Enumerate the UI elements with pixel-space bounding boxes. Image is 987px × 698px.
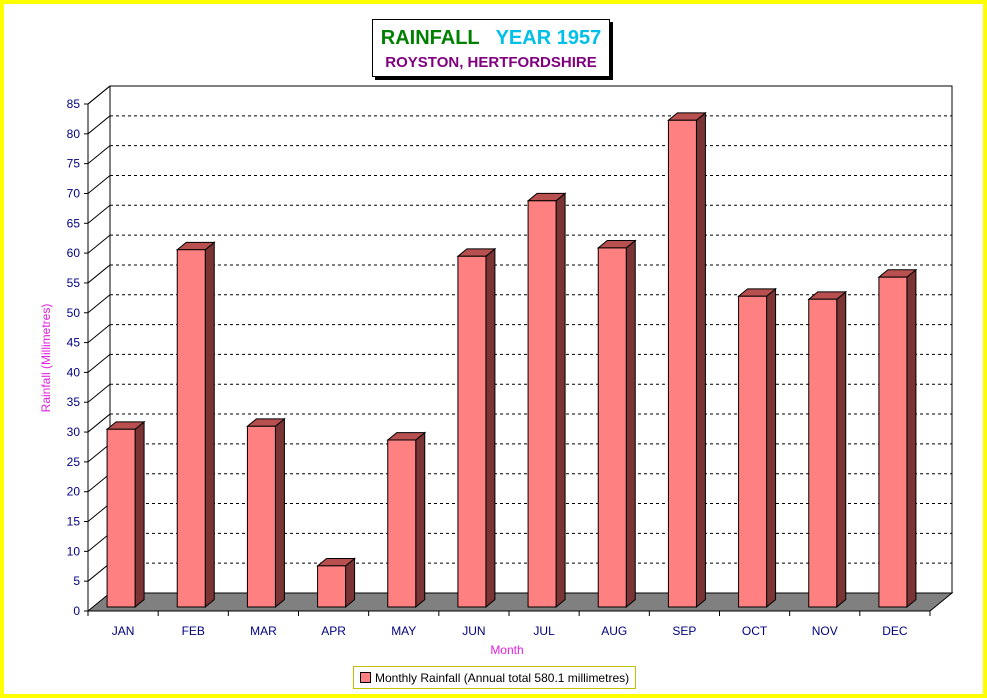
grid-diagonal	[87, 562, 111, 582]
grid-diagonal	[87, 175, 111, 194]
grid-diagonal	[87, 234, 111, 254]
x-tick-label: NOV	[812, 624, 838, 638]
bar-side	[134, 420, 145, 609]
y-tick-label: 85	[67, 97, 81, 111]
y-tick-label: 55	[67, 276, 81, 290]
y-tick-label: 0	[73, 604, 80, 618]
y-tick-label: 15	[67, 515, 81, 529]
bar	[597, 247, 627, 608]
bar-side	[415, 431, 426, 609]
bar-side	[345, 557, 356, 609]
bar-side	[836, 290, 847, 609]
grid-diagonal	[87, 324, 111, 343]
bar	[808, 298, 838, 608]
x-tick-label: AUG	[601, 624, 627, 638]
y-tick-label: 60	[67, 246, 81, 260]
bar	[738, 295, 768, 608]
bar	[457, 255, 487, 608]
grid-diagonal	[87, 383, 111, 403]
bar-side	[625, 239, 636, 609]
bar-side	[555, 192, 566, 609]
y-tick-label: 10	[67, 544, 81, 558]
grid-diagonal	[87, 443, 111, 463]
chart-subtitle: ROYSTON, HERTFORDSHIRE	[385, 54, 597, 71]
grid-diagonal	[87, 294, 111, 314]
x-tick-label: DEC	[882, 624, 908, 638]
legend-swatch	[360, 672, 371, 683]
y-axis-title: Rainfall (Millimetres)	[39, 304, 53, 413]
grid-diagonal	[87, 413, 111, 433]
bar-side	[485, 247, 496, 609]
bar	[317, 565, 347, 608]
x-tick-label: JAN	[112, 624, 135, 638]
bar	[176, 249, 206, 608]
bar-side	[274, 417, 285, 609]
y-tick-label: 75	[67, 157, 81, 171]
bar-side	[906, 268, 917, 609]
y-tick-label: 35	[67, 395, 81, 409]
y-tick-label: 50	[67, 306, 81, 320]
chart-title: RAINFALL YEAR 1957	[373, 26, 609, 50]
grid-diagonal	[87, 532, 111, 552]
grid-diagonal	[87, 354, 111, 373]
grid-diagonal	[87, 264, 111, 284]
bar	[387, 439, 417, 608]
chart-title-box: RAINFALL YEAR 1957 ROYSTON, HERTFORDSHIR…	[372, 19, 610, 77]
legend-label: Monthly Rainfall (Annual total 580.1 mil…	[375, 670, 630, 685]
grid-diagonal	[87, 503, 111, 522]
y-tick-label: 30	[67, 425, 81, 439]
bar	[527, 200, 557, 608]
bar	[878, 276, 908, 608]
chart-title-year: YEAR 1957	[495, 27, 602, 49]
bar	[246, 425, 276, 608]
x-tick-label: SEP	[672, 624, 696, 638]
x-tick-label: APR	[321, 624, 346, 638]
bar	[106, 428, 136, 608]
x-tick-label: JUN	[462, 624, 485, 638]
x-tick-label: MAR	[250, 624, 277, 638]
x-tick-label: MAY	[391, 624, 416, 638]
y-axis-top-diagonal	[87, 85, 111, 105]
x-tick-label: JUL	[533, 624, 555, 638]
x-axis-title: Month	[490, 643, 523, 657]
grid-diagonal	[87, 204, 111, 224]
bar-side	[204, 241, 215, 609]
grid-diagonal	[87, 145, 111, 165]
chart-title-main: RAINFALL	[380, 27, 480, 49]
y-tick-label: 70	[67, 186, 81, 200]
y-tick-label: 80	[67, 127, 81, 141]
x-tick-label: FEB	[182, 624, 205, 638]
y-tick-label: 20	[67, 485, 81, 499]
chart-legend: Monthly Rainfall (Annual total 580.1 mil…	[353, 666, 637, 689]
grid-diagonal	[87, 473, 111, 493]
bar-side	[695, 111, 706, 609]
y-tick-label: 65	[67, 216, 81, 230]
y-tick-label: 25	[67, 455, 81, 469]
grid-diagonal	[87, 115, 111, 135]
y-tick-label: 5	[73, 574, 80, 588]
y-tick-label: 40	[67, 365, 81, 379]
bar-side	[766, 287, 777, 609]
y-tick-label: 45	[67, 336, 81, 350]
bar	[667, 119, 697, 608]
x-tick-label: OCT	[742, 624, 768, 638]
